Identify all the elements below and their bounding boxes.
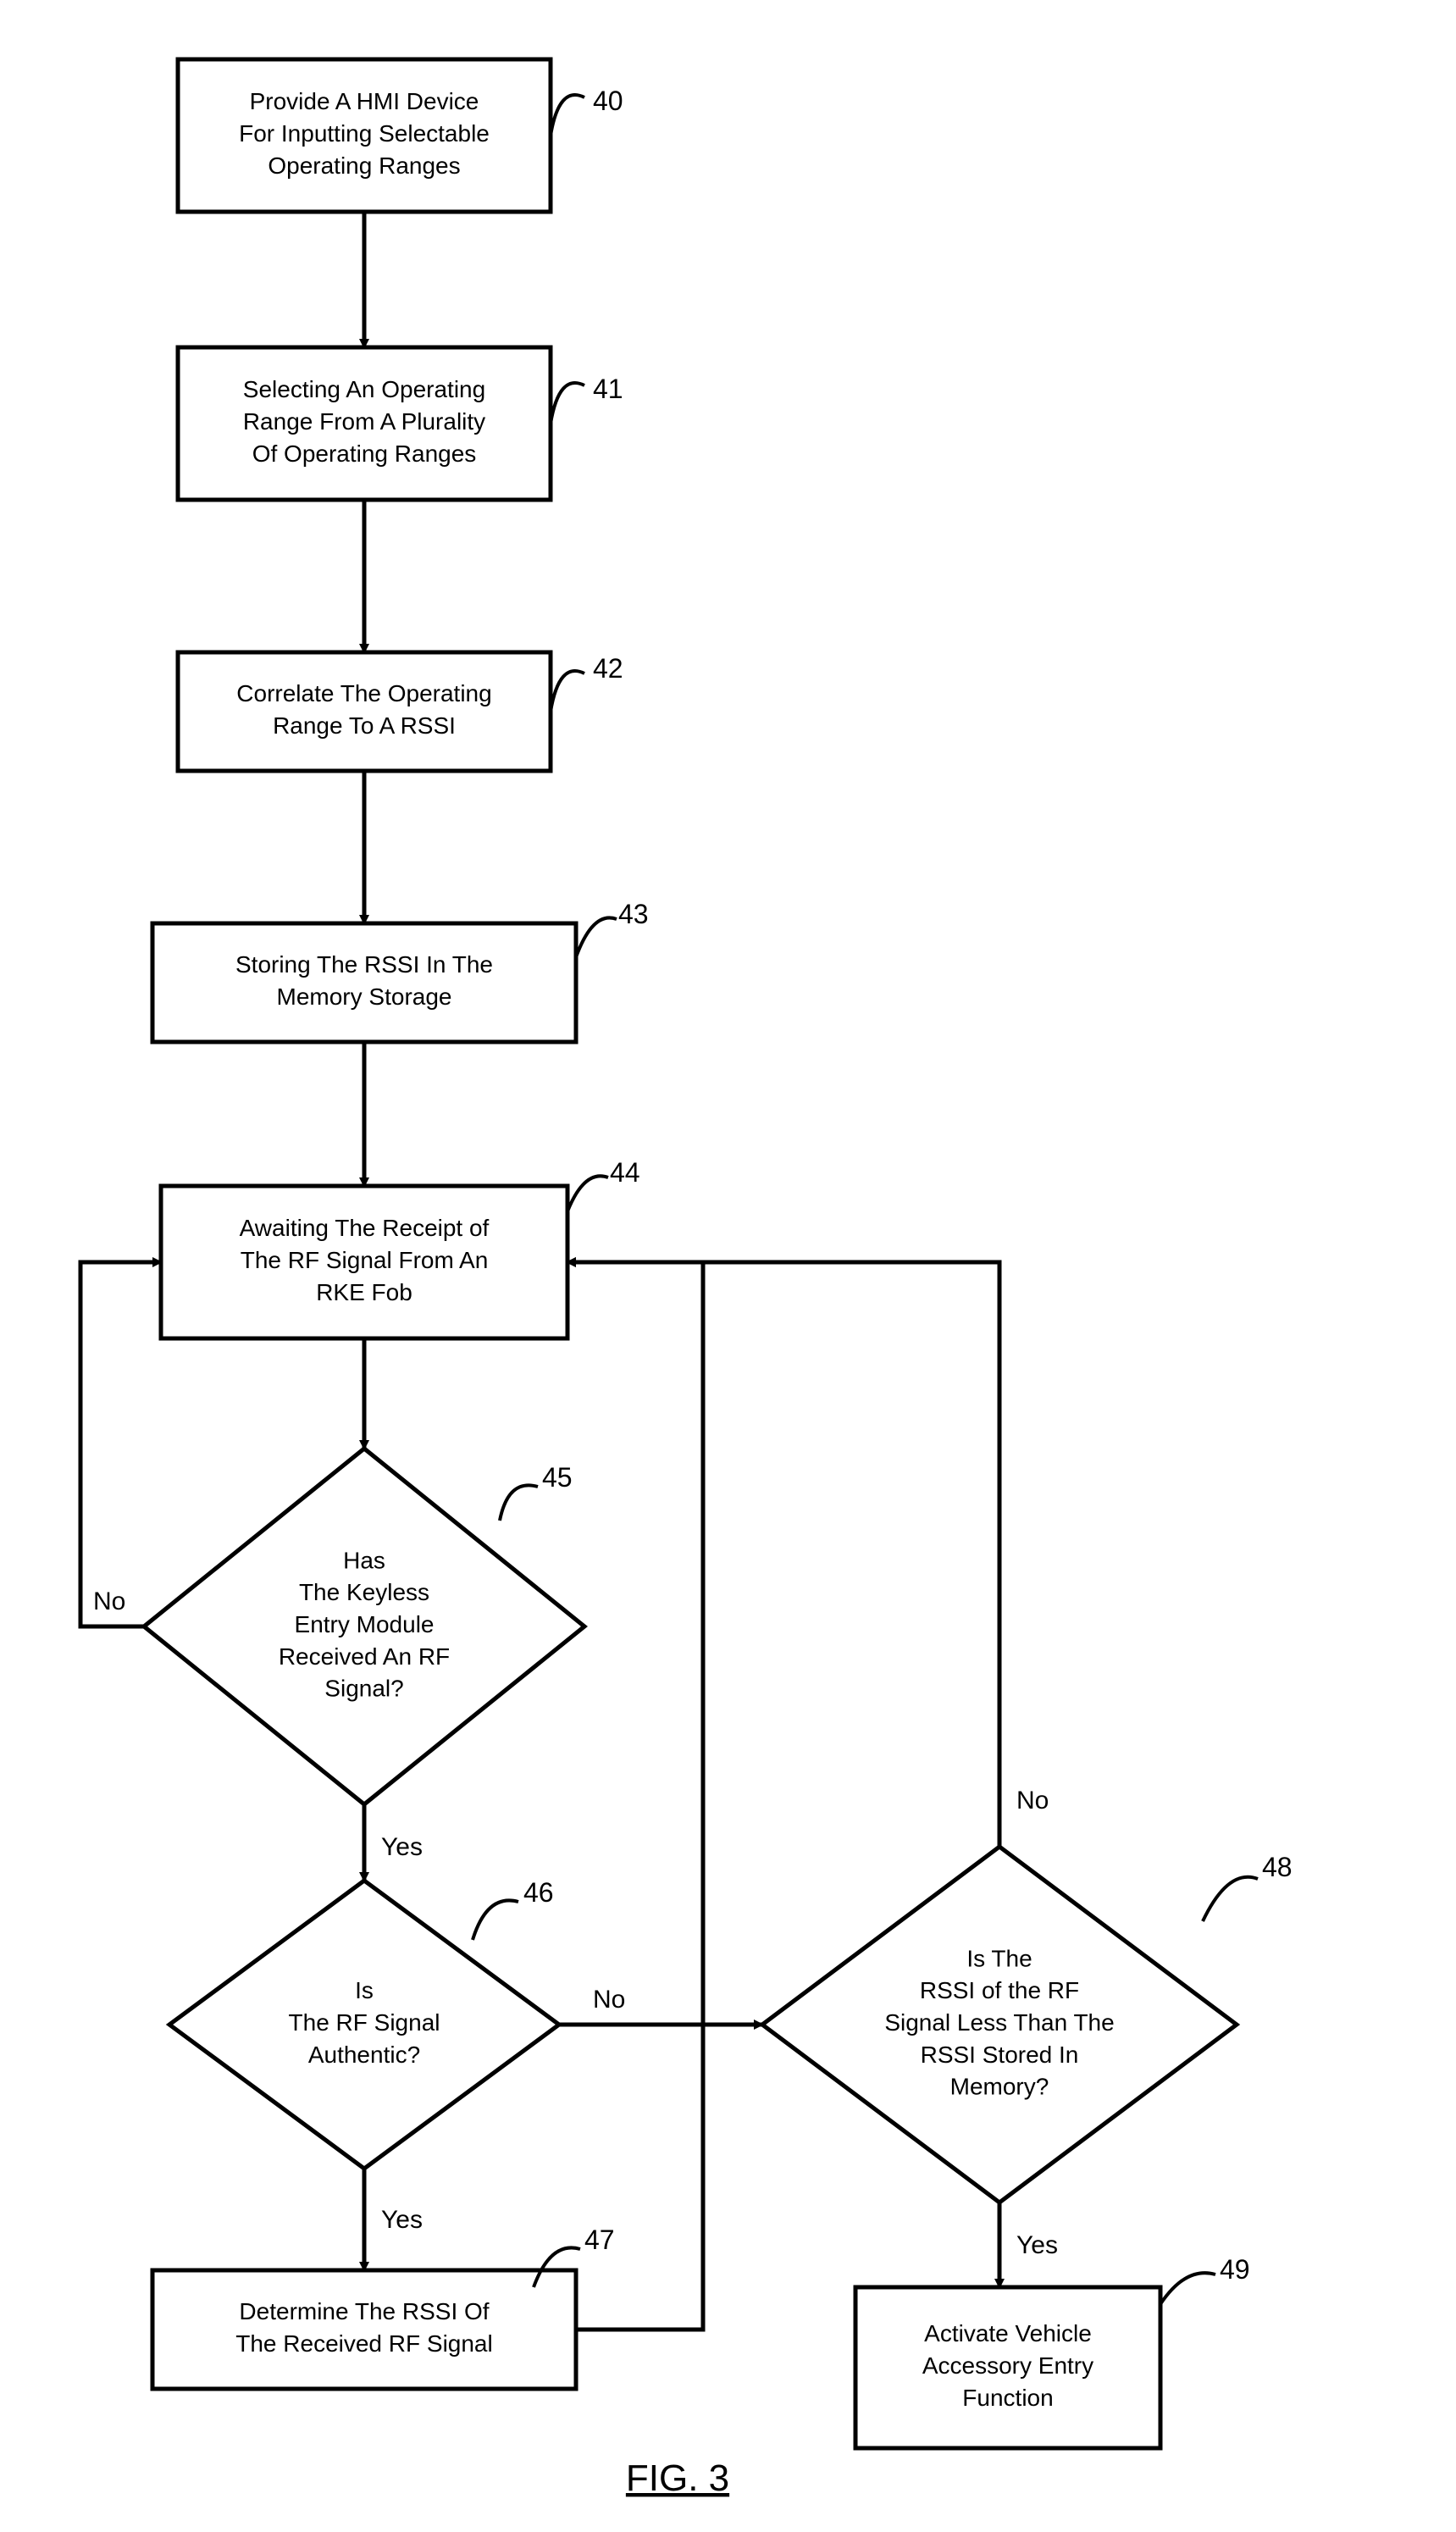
- node-43: Storing The RSSI In TheMemory Storage43: [152, 899, 649, 1042]
- edge-8: [559, 1262, 703, 2025]
- edge-label-8: No: [593, 1986, 625, 2014]
- ref-label-45: 45: [542, 1462, 573, 1493]
- ref-label-41: 41: [593, 374, 623, 404]
- ref-label-47: 47: [584, 2225, 615, 2255]
- node-48: Is TheRSSI of the RFSignal Less Than The…: [762, 1847, 1293, 2202]
- ref-label-49: 49: [1220, 2254, 1250, 2285]
- node-text-40: Provide A HMI DeviceFor Inputting Select…: [239, 89, 490, 180]
- edge-label-6: Yes: [381, 2206, 423, 2234]
- node-45: HasThe KeylessEntry ModuleReceived An RF…: [144, 1449, 584, 1804]
- edge-label-10: No: [1016, 1787, 1049, 1815]
- node-47: Determine The RSSI OfThe Received RF Sig…: [152, 2225, 615, 2389]
- node-46: IsThe RF SignalAuthentic?46: [169, 1877, 559, 2169]
- node-49: Activate VehicleAccessory EntryFunction4…: [855, 2254, 1250, 2448]
- node-41: Selecting An OperatingRange From A Plura…: [178, 347, 623, 500]
- node-text-41: Selecting An OperatingRange From A Plura…: [243, 377, 485, 468]
- flowchart-figure-3: Yes Yes No No No Yes Provide A HMI DeviceFor …: [0, 0, 1456, 2532]
- ref-label-43: 43: [618, 899, 649, 929]
- edge-label-7: No: [93, 1587, 125, 1615]
- ref-label-46: 46: [523, 1877, 554, 1908]
- edge-9: [576, 2025, 762, 2330]
- figure-title: FIG. 3: [626, 2457, 729, 2499]
- edge-10: [567, 1262, 999, 1847]
- node-40: Provide A HMI DeviceFor Inputting Select…: [178, 59, 623, 212]
- edge-7: [80, 1262, 161, 1626]
- edge-label-11: Yes: [1016, 2231, 1058, 2259]
- ref-label-48: 48: [1262, 1852, 1293, 1882]
- ref-label-40: 40: [593, 86, 623, 116]
- ref-label-42: 42: [593, 653, 623, 684]
- ref-label-44: 44: [610, 1157, 640, 1188]
- node-44: Awaiting The Receipt ofThe RF Signal Fro…: [161, 1157, 640, 1338]
- edge-label-5: Yes: [381, 1833, 423, 1861]
- node-42: Correlate The OperatingRange To A RSSI42: [178, 652, 623, 771]
